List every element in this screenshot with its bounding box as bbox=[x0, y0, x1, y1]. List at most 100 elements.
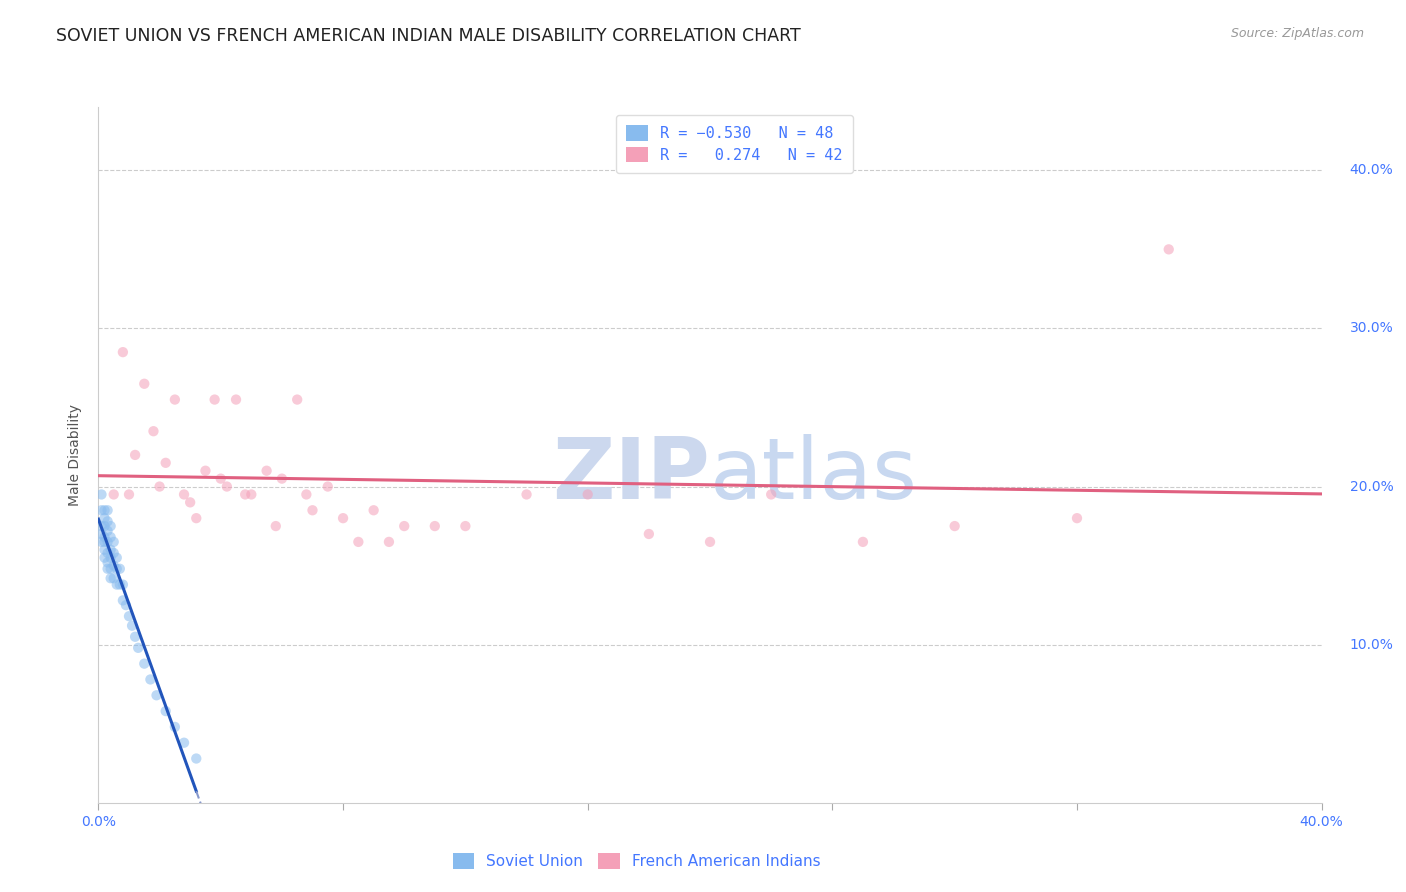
Text: Source: ZipAtlas.com: Source: ZipAtlas.com bbox=[1230, 27, 1364, 40]
Point bbox=[155, 704, 177, 718]
Point bbox=[256, 464, 278, 478]
Point bbox=[637, 527, 661, 541]
Point bbox=[347, 534, 370, 549]
Point bbox=[103, 558, 125, 573]
Point bbox=[852, 534, 875, 549]
Y-axis label: Male Disability: Male Disability bbox=[67, 404, 82, 506]
Point bbox=[943, 519, 966, 533]
Point bbox=[100, 519, 122, 533]
Point bbox=[142, 424, 165, 438]
Text: 10.0%: 10.0% bbox=[1350, 638, 1393, 652]
Point bbox=[100, 562, 122, 576]
Point bbox=[118, 609, 141, 624]
Point bbox=[97, 534, 120, 549]
Point bbox=[93, 542, 115, 557]
Point bbox=[149, 479, 172, 493]
Point bbox=[295, 487, 318, 501]
Point bbox=[163, 392, 186, 407]
Point bbox=[111, 593, 134, 607]
Point bbox=[97, 524, 120, 538]
Point bbox=[194, 464, 217, 478]
Point bbox=[127, 640, 149, 655]
Point bbox=[115, 598, 138, 612]
Point bbox=[179, 495, 201, 509]
Point bbox=[111, 345, 134, 359]
Point bbox=[100, 550, 122, 565]
Point bbox=[316, 479, 339, 493]
Point bbox=[93, 530, 115, 544]
Point bbox=[97, 514, 120, 528]
Text: ZIP: ZIP bbox=[553, 434, 710, 517]
Point bbox=[93, 534, 115, 549]
Point bbox=[100, 542, 122, 557]
Point bbox=[285, 392, 308, 407]
Point bbox=[145, 688, 167, 702]
Point bbox=[173, 736, 195, 750]
Point bbox=[173, 487, 195, 501]
Point bbox=[97, 546, 120, 560]
Point bbox=[103, 534, 125, 549]
Point bbox=[233, 487, 256, 501]
Point bbox=[108, 562, 131, 576]
Point bbox=[103, 487, 125, 501]
Point bbox=[105, 562, 128, 576]
Point bbox=[155, 456, 177, 470]
Point bbox=[124, 448, 146, 462]
Point bbox=[124, 630, 146, 644]
Text: 40.0%: 40.0% bbox=[1350, 163, 1393, 178]
Point bbox=[90, 527, 112, 541]
Point bbox=[139, 673, 162, 687]
Point bbox=[240, 487, 263, 501]
Point bbox=[97, 556, 120, 570]
Point bbox=[103, 571, 125, 585]
Point bbox=[93, 511, 115, 525]
Point bbox=[93, 519, 115, 533]
Point bbox=[97, 503, 120, 517]
Point bbox=[90, 487, 112, 501]
Point bbox=[576, 487, 599, 501]
Point bbox=[121, 618, 143, 632]
Point bbox=[118, 487, 141, 501]
Point bbox=[1157, 243, 1180, 257]
Text: SOVIET UNION VS FRENCH AMERICAN INDIAN MALE DISABILITY CORRELATION CHART: SOVIET UNION VS FRENCH AMERICAN INDIAN M… bbox=[56, 27, 801, 45]
Point bbox=[90, 534, 112, 549]
Point bbox=[516, 487, 538, 501]
Point bbox=[100, 571, 122, 585]
Point bbox=[392, 519, 416, 533]
Text: atlas: atlas bbox=[710, 434, 918, 517]
Point bbox=[186, 751, 208, 765]
Text: 30.0%: 30.0% bbox=[1350, 321, 1393, 335]
Point bbox=[332, 511, 354, 525]
Point bbox=[186, 511, 208, 525]
Point bbox=[270, 472, 292, 486]
Point bbox=[423, 519, 446, 533]
Point bbox=[93, 550, 115, 565]
Point bbox=[699, 534, 721, 549]
Point bbox=[264, 519, 287, 533]
Point bbox=[103, 546, 125, 560]
Point bbox=[209, 472, 232, 486]
Point bbox=[100, 530, 122, 544]
Point bbox=[225, 392, 247, 407]
Point bbox=[105, 550, 128, 565]
Point bbox=[97, 562, 120, 576]
Point bbox=[215, 479, 238, 493]
Point bbox=[363, 503, 385, 517]
Point bbox=[105, 577, 128, 591]
Point bbox=[204, 392, 226, 407]
Text: 20.0%: 20.0% bbox=[1350, 480, 1393, 493]
Point bbox=[111, 577, 134, 591]
Point bbox=[90, 503, 112, 517]
Point bbox=[90, 519, 112, 533]
Legend: Soviet Union, French American Indians: Soviet Union, French American Indians bbox=[443, 845, 830, 879]
Point bbox=[378, 534, 401, 549]
Point bbox=[134, 376, 156, 391]
Point bbox=[93, 503, 115, 517]
Point bbox=[301, 503, 323, 517]
Point bbox=[1066, 511, 1088, 525]
Point bbox=[108, 577, 131, 591]
Point bbox=[454, 519, 477, 533]
Point bbox=[163, 720, 186, 734]
Point bbox=[134, 657, 156, 671]
Point bbox=[759, 487, 782, 501]
